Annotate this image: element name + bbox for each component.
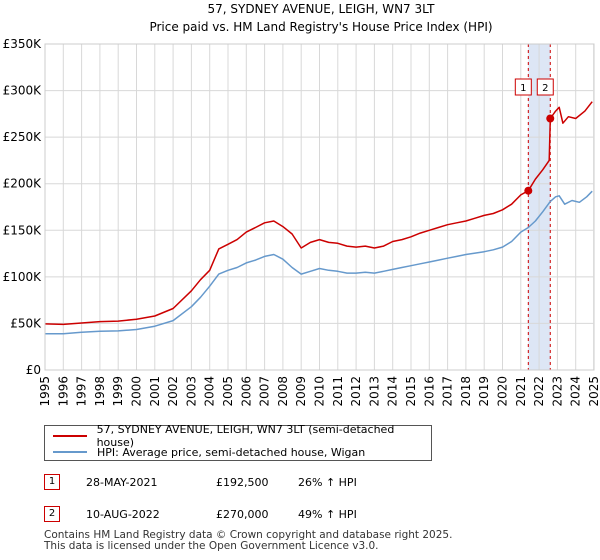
y-tick-label: £250K: [3, 130, 43, 144]
y-tick-label: £300K: [3, 84, 43, 98]
x-tick-label: 2005: [221, 376, 235, 407]
x-tick-label: 2004: [203, 376, 217, 407]
x-tick-label: 2002: [166, 376, 180, 407]
sale-point: [546, 114, 555, 123]
x-tick-label: 2022: [532, 376, 546, 407]
legend: 57, SYDNEY AVENUE, LEIGH, WN7 3LT (semi-…: [44, 423, 432, 461]
x-tick-label: 1998: [93, 376, 107, 407]
x-tick-label: 2001: [148, 376, 162, 407]
x-tick-label: 2015: [404, 376, 418, 407]
x-tick-label: 2017: [441, 376, 455, 407]
x-tick-label: 2025: [587, 376, 600, 407]
legend-label-property: 57, SYDNEY AVENUE, LEIGH, WN7 3LT (semi-…: [96, 423, 395, 449]
x-tick-label: 1996: [56, 376, 70, 407]
plot-frame: [44, 43, 595, 371]
footer-attribution: Contains HM Land Registry data © Crown c…: [44, 530, 452, 552]
y-tick-label: £50K: [10, 316, 42, 330]
y-tick-label: £100K: [3, 270, 43, 284]
sale-hpi-change: 49% ↑ HPI: [298, 508, 357, 521]
x-tick-label: 2006: [239, 376, 253, 407]
x-tick-label: 2010: [313, 376, 327, 407]
sale-price: £270,000: [216, 508, 269, 521]
chart-title: 57, SYDNEY AVENUE, LEIGH, WN7 3LT: [207, 2, 435, 16]
sale-point: [524, 186, 533, 195]
series-line-hpi: [45, 190, 593, 335]
sale-label-text: 1: [520, 83, 526, 94]
x-tick-label: 1997: [75, 376, 89, 407]
x-tick-label: 1999: [111, 376, 125, 407]
x-tick-label: 2016: [422, 376, 436, 407]
y-tick-label: £0: [26, 363, 41, 377]
y-tick-label: £150K: [3, 223, 43, 237]
x-tick-label: 2014: [386, 376, 400, 407]
sale-number-badge: 2: [44, 506, 60, 522]
sale-label-box: [514, 78, 532, 96]
x-tick-label: 2018: [459, 376, 473, 407]
footer-line-copyright: Contains HM Land Registry data © Crown c…: [44, 529, 453, 541]
x-tick-label: 2021: [514, 376, 528, 407]
x-tick-label: 2023: [550, 376, 564, 407]
x-tick-label: 2011: [331, 376, 345, 407]
x-tick-label: 2013: [367, 376, 381, 407]
sale-date: 28-MAY-2021: [86, 476, 158, 489]
x-tick-label: 2000: [130, 376, 144, 407]
sale-number-badge: 1: [44, 474, 60, 490]
x-tick-label: 1995: [38, 376, 52, 407]
sale-row: 2 10-AUG-2022 £270,000 49% ↑ HPI: [44, 506, 584, 526]
sale-price: £192,500: [216, 476, 269, 489]
sale-date: 10-AUG-2022: [86, 508, 160, 521]
x-tick-label: 2012: [349, 376, 363, 407]
x-tick-label: 2007: [258, 376, 272, 407]
series-line-property: [44, 101, 593, 326]
y-tick-label: £200K: [3, 177, 43, 191]
sale-row: 1 28-MAY-2021 £192,500 26% ↑ HPI: [44, 474, 584, 494]
legend-item-property: 57, SYDNEY AVENUE, LEIGH, WN7 3LT (semi-…: [53, 423, 431, 449]
chart-subtitle: Price paid vs. HM Land Registry's House …: [149, 20, 492, 34]
y-tick-label: £350K: [3, 37, 43, 51]
x-tick-label: 2009: [294, 376, 308, 407]
price-chart: 57, SYDNEY AVENUE, LEIGH, WN7 3LT Price …: [3, 2, 600, 407]
legend-label-hpi: HPI: Average price, semi-detached house,…: [97, 445, 366, 459]
sale-label-text: 2: [542, 83, 548, 94]
x-tick-label: 2019: [477, 376, 491, 407]
sale-hpi-change: 26% ↑ HPI: [298, 476, 357, 489]
x-tick-label: 2024: [569, 376, 583, 407]
x-tick-label: 2008: [276, 376, 290, 407]
sale-label-box: [536, 78, 554, 96]
legend-swatch-hpi: [53, 451, 87, 453]
legend-swatch-property: [53, 435, 87, 437]
footer-line-licence: This data is licensed under the Open Gov…: [44, 540, 379, 552]
x-tick-label: 2003: [184, 376, 198, 407]
legend-item-hpi: HPI: Average price, semi-detached house,…: [53, 445, 365, 459]
x-tick-label: 2020: [496, 376, 510, 407]
